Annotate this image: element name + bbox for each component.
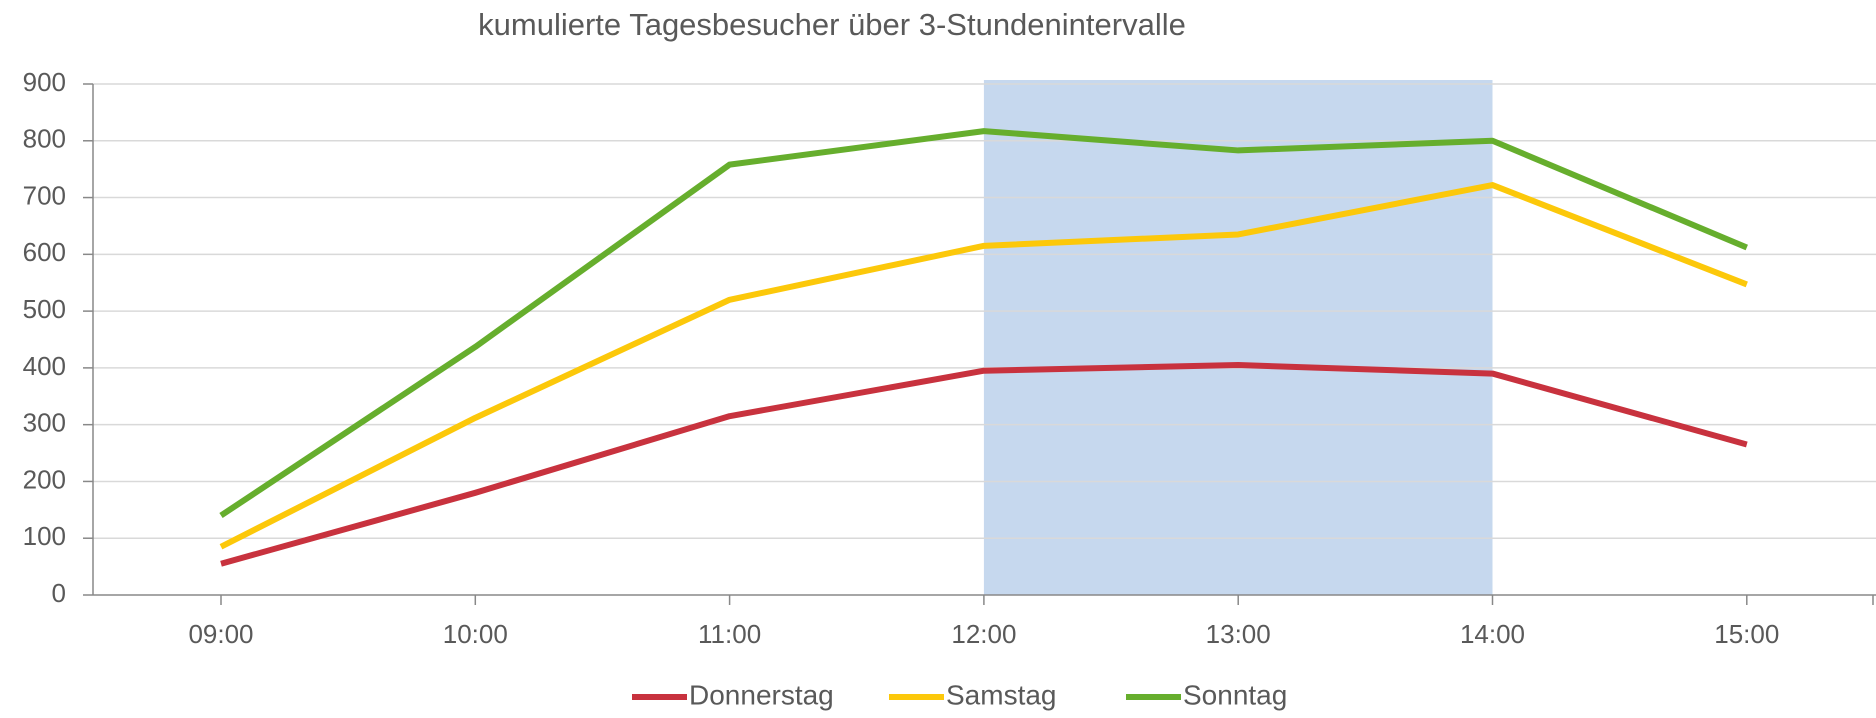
line-series xyxy=(219,182,1748,550)
x-tick-label: 11:00 xyxy=(698,619,761,649)
y-tick-label: 0 xyxy=(52,578,66,608)
y-tick-label: 200 xyxy=(23,464,66,494)
x-tick-label: 12:00 xyxy=(951,619,1016,649)
x-tick-label: 09:00 xyxy=(188,619,253,649)
line-series xyxy=(219,128,1748,519)
highlight-band xyxy=(983,80,1493,595)
y-tick-label: 800 xyxy=(23,124,66,154)
y-tick-label: 400 xyxy=(23,351,66,381)
y-tick-label: 700 xyxy=(23,180,66,210)
y-tick-label: 100 xyxy=(23,521,66,551)
line-series xyxy=(220,362,1748,567)
x-tick-label: 15:00 xyxy=(1714,619,1779,649)
legend-label: Samstag xyxy=(946,679,1057,710)
y-tick-label: 900 xyxy=(23,67,66,97)
y-tick-label: 500 xyxy=(23,294,66,324)
legend-label: Sonntag xyxy=(1183,679,1287,710)
x-tick-label: 14:00 xyxy=(1460,619,1525,649)
x-tick-label: 10:00 xyxy=(443,619,508,649)
x-tick-label: 13:00 xyxy=(1206,619,1271,649)
y-tick-label: 600 xyxy=(23,237,66,267)
legend-label: Donnerstag xyxy=(689,679,834,710)
chart-title: kumulierte Tagesbesucher über 3-Stundeni… xyxy=(478,7,1186,42)
y-tick-label: 300 xyxy=(23,408,66,438)
